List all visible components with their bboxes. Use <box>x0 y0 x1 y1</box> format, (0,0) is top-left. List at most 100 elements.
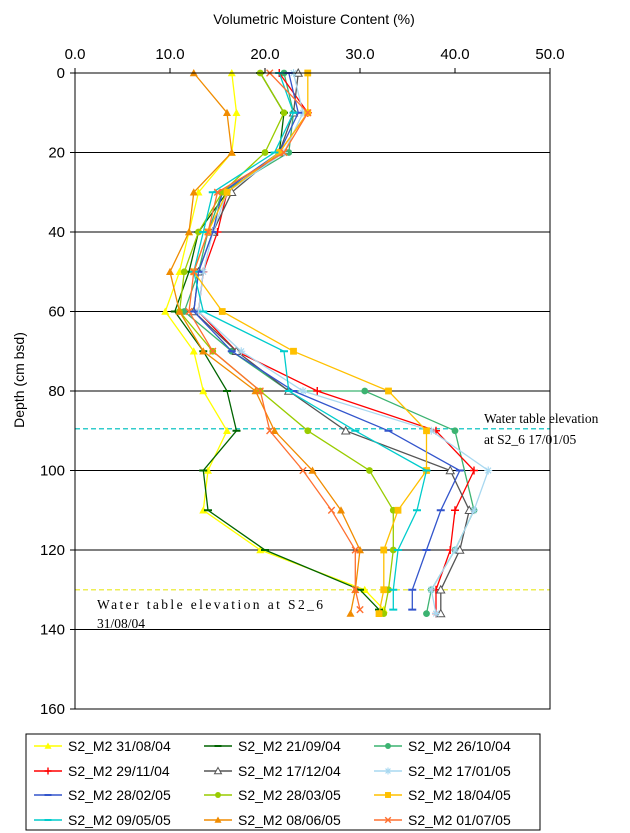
series-marker <box>266 427 274 435</box>
series-marker <box>214 816 222 823</box>
series-marker <box>199 506 208 514</box>
series-group <box>161 67 493 618</box>
series-marker <box>251 387 260 395</box>
series-marker <box>484 466 493 475</box>
series-marker <box>223 188 231 196</box>
y-tick-label: 140 <box>40 622 65 639</box>
series <box>185 69 364 614</box>
series-marker <box>427 426 436 435</box>
series-marker <box>385 792 391 798</box>
series-marker <box>280 109 288 117</box>
series-marker <box>356 605 364 614</box>
legend-item: S2_M2 08/06/05 <box>204 812 341 828</box>
series-marker <box>346 609 355 617</box>
series-marker <box>304 109 312 117</box>
series-marker <box>351 586 359 594</box>
legend-item: S2_M2 26/10/04 <box>374 738 511 754</box>
y-axis-label: Depth (cm bsd) <box>11 332 27 428</box>
legend-item: S2_M2 17/12/04 <box>204 763 341 779</box>
legend-item: S2_M2 17/01/05 <box>374 763 511 779</box>
x-tick-labels: 0.0 10.0 20.0 30.0 40.0 50.0 <box>65 46 565 63</box>
legend-label: S2_M2 28/02/05 <box>68 787 171 803</box>
series-marker <box>435 584 446 594</box>
series-marker <box>451 427 459 435</box>
series-marker <box>356 546 364 554</box>
series-marker <box>299 466 307 475</box>
legend-label: S2_M2 08/06/05 <box>238 812 341 828</box>
series-marker <box>380 546 388 554</box>
series-marker <box>161 307 170 315</box>
y-tick-label: 100 <box>40 463 65 480</box>
annotation-lower-1: Water table elevation at S2_6 <box>97 597 323 612</box>
series-marker <box>185 307 193 316</box>
series-marker <box>194 307 203 316</box>
series-marker <box>327 506 336 514</box>
series-marker <box>209 347 217 355</box>
series-marker <box>237 347 246 356</box>
y-tick-label: 60 <box>48 304 65 321</box>
series-marker <box>423 427 430 435</box>
series-marker <box>199 387 208 395</box>
legend-item: S2_M2 29/11/04 <box>34 763 170 779</box>
series <box>180 69 478 617</box>
y-tick-label: 120 <box>40 542 65 559</box>
water-table-lines <box>75 428 550 591</box>
legend-label: S2_M2 01/07/05 <box>408 812 511 828</box>
x-tick-label: 30.0 <box>345 46 374 63</box>
series-marker <box>195 228 202 236</box>
series-marker <box>190 268 198 276</box>
series-marker <box>290 347 297 355</box>
series-marker <box>337 506 345 514</box>
x-axis-label: Volumetric Moisture Content (%) <box>213 11 415 27</box>
series-marker <box>299 108 307 117</box>
annotation-upper-2: at S2_6 17/01/05 <box>484 432 577 447</box>
legend-label: S2_M2 17/01/05 <box>408 763 511 779</box>
series-marker <box>175 307 184 315</box>
annotation-lower-2: 31/08/04 <box>97 616 145 631</box>
series-marker <box>360 585 369 593</box>
legend-label: S2_M2 21/09/04 <box>238 738 341 754</box>
series-marker <box>44 742 52 749</box>
series-marker <box>384 767 392 775</box>
legend-label: S2_M2 28/03/05 <box>238 787 341 803</box>
x-tick-label: 10.0 <box>155 46 184 63</box>
x-tick-label: 50.0 <box>535 46 564 63</box>
plot-frame <box>74 72 551 710</box>
series-marker <box>423 610 430 617</box>
series-marker <box>340 425 351 435</box>
legend-item: S2_M2 09/05/05 <box>34 812 171 828</box>
series-marker <box>180 268 188 276</box>
series-marker <box>199 267 208 276</box>
legend-item: S2_M2 31/08/04 <box>34 738 171 754</box>
series-marker <box>285 149 293 156</box>
series <box>189 72 431 611</box>
series-marker <box>256 387 264 395</box>
y-tick-label: 80 <box>48 383 65 400</box>
series-marker <box>445 465 456 475</box>
series-marker <box>394 506 402 514</box>
legend: S2_M2 31/08/04 S2_M2 21/09/04 S2_M2 26/10/… <box>34 738 511 828</box>
y-tick-label: 20 <box>48 145 65 162</box>
y-tick-label: 40 <box>48 224 65 241</box>
series-marker <box>227 148 236 156</box>
legend-item: S2_M2 18/04/05 <box>374 787 511 803</box>
x-tick-label: 0.0 <box>65 46 86 63</box>
series-marker <box>384 816 392 824</box>
series-marker <box>213 188 222 196</box>
legend-label: S2_M2 26/10/04 <box>408 738 511 754</box>
y-tick-labels: 0 20 40 60 80 100 120 140 160 <box>40 65 65 718</box>
series-marker <box>389 546 397 554</box>
series-marker <box>385 387 392 395</box>
series-marker <box>261 149 269 156</box>
y-tick-label: 160 <box>40 701 65 718</box>
series <box>194 69 478 618</box>
series-line <box>197 72 490 614</box>
series-marker <box>385 743 391 749</box>
series-marker <box>299 387 307 395</box>
series-marker <box>380 586 388 594</box>
legend-item: S2_M2 28/03/05 <box>204 787 341 803</box>
series-marker <box>215 792 221 798</box>
series-marker <box>223 108 231 116</box>
x-tick-label: 40.0 <box>440 46 469 63</box>
